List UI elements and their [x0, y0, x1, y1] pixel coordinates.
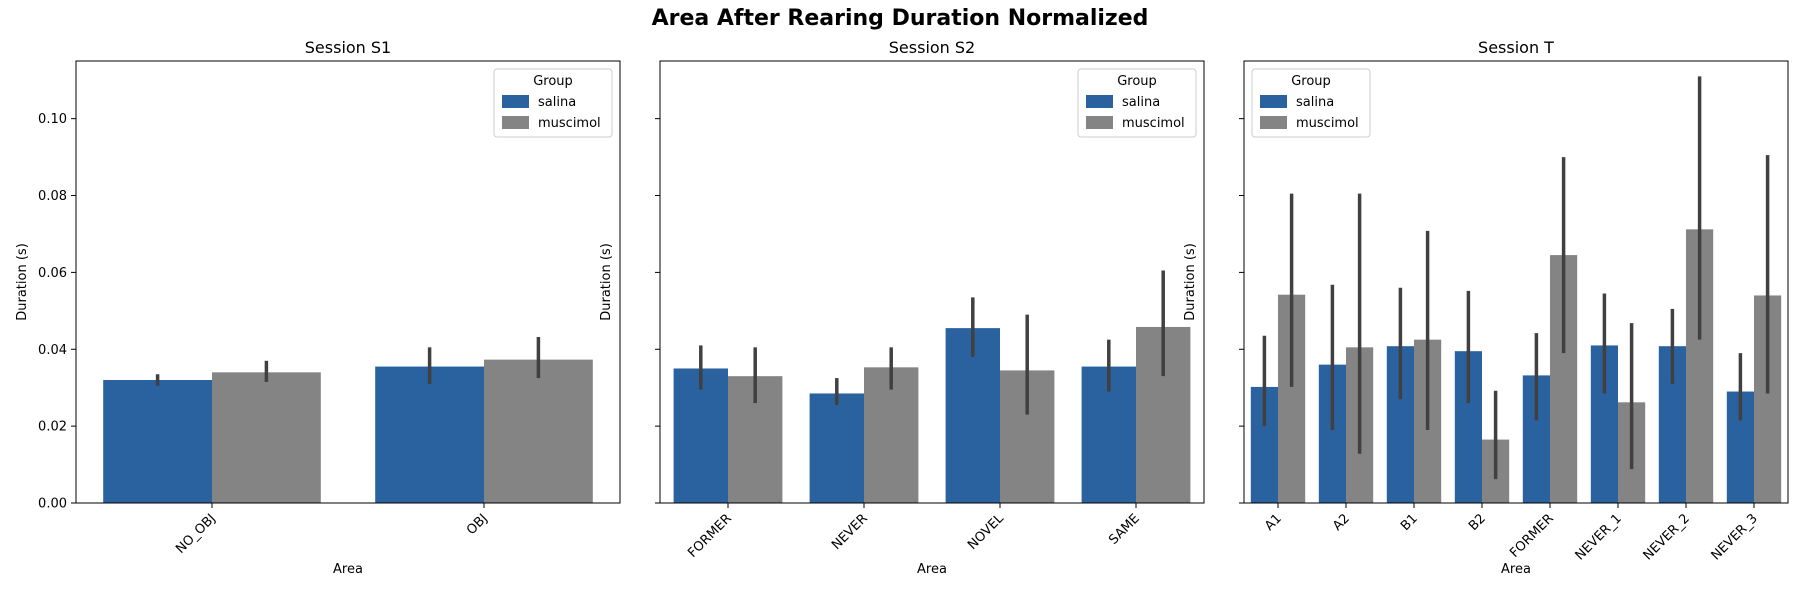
legend-swatch-muscimol — [1260, 116, 1287, 129]
x-axis-label: Area — [1501, 562, 1531, 577]
legend-label-salina: salina — [538, 95, 576, 110]
x-tick-label: NEVER_2 — [1641, 511, 1693, 563]
bar-salina-NO_OBJ — [103, 380, 212, 503]
legend-title: Group — [533, 74, 573, 89]
subplot-1: Session S1 0.00 0.02 0.04 0.06 0.08 0.10 Durati… — [15, 38, 621, 577]
subplot-3: Session T Duration (s) A1 A2 B1 B2 FORMER NEVER… — [1183, 38, 1789, 577]
legend-swatch-salina — [502, 95, 529, 108]
legend-label-salina: salina — [1296, 95, 1334, 110]
plot-frame — [659, 60, 1205, 504]
y-tick-label: 0.06 — [38, 266, 67, 281]
legend-label-salina: salina — [1122, 95, 1160, 110]
y-tick-label: 0.08 — [38, 189, 67, 204]
plot-frame — [1243, 60, 1789, 504]
x-tick-label: B1 — [1398, 511, 1421, 534]
bar-muscimol-NEVER — [864, 367, 919, 503]
x-tick-label: NEVER — [829, 511, 871, 553]
y-tick-label: 0.04 — [38, 343, 67, 358]
legend-label-muscimol: muscimol — [538, 116, 601, 131]
bar-muscimol-OBJ — [484, 359, 593, 503]
legend-label-muscimol: muscimol — [1122, 116, 1185, 131]
y-axis-label: Duration (s) — [15, 243, 30, 321]
legend: Group salina muscimol — [1077, 68, 1197, 138]
x-tick-label: NEVER_3 — [1709, 511, 1761, 563]
x-axis-label: Area — [333, 562, 363, 577]
legend-swatch-salina — [1086, 95, 1113, 108]
bar-salina-FORMER — [673, 368, 728, 503]
y-tick-label: 0.02 — [38, 420, 67, 435]
x-tick-label: B2 — [1466, 511, 1489, 534]
y-axis-label: Duration (s) — [1183, 243, 1198, 321]
x-tick-label: A2 — [1330, 511, 1353, 534]
legend-swatch-muscimol — [1086, 116, 1113, 129]
y-tick-label: 0.00 — [38, 497, 67, 512]
legend-swatch-muscimol — [502, 116, 529, 129]
x-tick-label: NO_OBJ — [173, 511, 219, 557]
x-tick-label: OBJ — [464, 511, 491, 538]
x-tick-label: A1 — [1262, 511, 1285, 534]
legend-label-muscimol: muscimol — [1296, 116, 1359, 131]
y-axis-label: Duration (s) — [599, 243, 614, 321]
legend-swatch-salina — [1260, 95, 1287, 108]
subplot-title: Session S2 — [889, 38, 975, 57]
x-tick-label: SAME — [1106, 511, 1143, 548]
bar-muscimol-NO_OBJ — [212, 372, 321, 503]
legend: Group salina muscimol — [1251, 68, 1371, 138]
subplot-title: Session S1 — [305, 38, 391, 57]
y-tick-label: 0.10 — [38, 112, 67, 127]
x-tick-label: FORMER — [1507, 511, 1557, 561]
x-tick-label: NEVER_1 — [1573, 511, 1625, 563]
x-tick-label: FORMER — [685, 511, 735, 561]
plot-frame — [75, 60, 621, 504]
subplot-title: Session T — [1478, 38, 1554, 57]
bar-salina-NEVER — [809, 393, 864, 503]
bar-salina-OBJ — [375, 366, 484, 503]
legend-title: Group — [1291, 74, 1331, 89]
x-axis-label: Area — [917, 562, 947, 577]
legend: Group salina muscimol — [493, 68, 613, 138]
bar-salina-NOVEL — [945, 328, 1000, 503]
legend-title: Group — [1117, 74, 1157, 89]
subplot-2: Session S2 Duration (s) FORMER NEVER NOVEL SA… — [599, 38, 1205, 577]
x-tick-label: NOVEL — [965, 511, 1007, 553]
figure-title: Area After Rearing Duration Normalized — [651, 6, 1149, 31]
